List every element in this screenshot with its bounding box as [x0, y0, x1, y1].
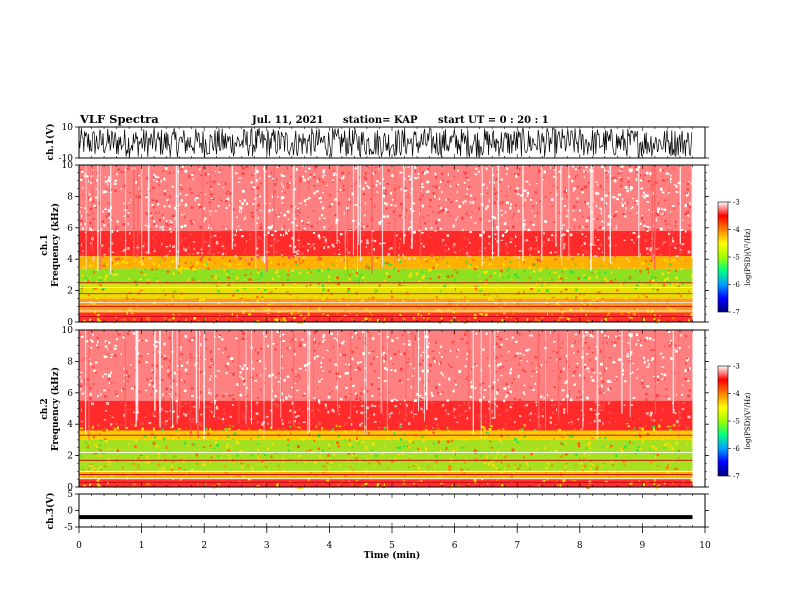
ch3-waveform-ytick-1: 0 [67, 507, 73, 517]
figure-title: VLF Spectra [79, 112, 159, 126]
x-tick-8: 8 [577, 541, 583, 551]
colorbar-1 [717, 201, 729, 313]
x-tick-4: 4 [327, 541, 333, 551]
x-tick-10: 10 [699, 541, 711, 551]
colorbar-1-tick-4: -7 [733, 309, 740, 317]
ch1-spectrogram-band-2 [79, 284, 693, 299]
figure-start-time: start UT = 0 : 20 : 1 [438, 115, 549, 126]
ch2-spectrogram-band-1 [79, 471, 693, 480]
ch1-spectrogram-ytick-2: 4 [67, 255, 73, 265]
x-tick-2: 2 [201, 541, 207, 551]
x-tick-3: 3 [264, 541, 270, 551]
ch2-spectrogram-ytick-3: 6 [67, 389, 73, 399]
ch1-spectrogram-ytick-5: 10 [62, 161, 74, 171]
x-tick-9: 9 [640, 541, 646, 551]
ch1-waveform-trace [78, 127, 693, 158]
x-tick-7: 7 [514, 541, 520, 551]
ch2-spectrogram-ytick-1: 2 [67, 452, 73, 462]
figure-date: Jul. 11, 2021 [251, 115, 323, 126]
ch2-spectrogram-image [79, 330, 705, 490]
ch2-spectrogram-ytick-2: 4 [67, 420, 73, 430]
colorbar-2-tick-1: -4 [733, 390, 740, 398]
ch1-spectrogram-ytick-4: 8 [67, 192, 73, 202]
ch3-waveform-trace [79, 515, 693, 520]
ch1-spectrogram-band-0 [79, 312, 693, 322]
ch1-waveform-ytick-1: -10 [59, 154, 74, 164]
x-tick-0: 0 [76, 541, 82, 551]
colorbar-2-tick-0: -3 [733, 363, 740, 371]
ch2-spectrogram-band-2 [79, 439, 693, 472]
x-tick-1: 1 [139, 541, 145, 551]
ch3-waveform-ytick-2: -5 [64, 523, 73, 533]
ch1-spectrogram-ytick-1: 2 [67, 287, 73, 297]
x-tick-5: 5 [389, 541, 395, 551]
colorbar-1-tick-3: -6 [733, 281, 740, 289]
ch1-spectrogram-ytick-3: 6 [67, 224, 73, 234]
ch1-spectrogram-ytick-0: 0 [67, 318, 73, 328]
x-tick-6: 6 [452, 541, 458, 551]
x-axis-label: Time (min) [364, 550, 421, 561]
ch2-spectrogram-ylabel: ch.2 Frequency (kHz) [40, 367, 61, 451]
ch1-waveform-ytick-0: 10 [62, 123, 74, 133]
ch2-spectrogram-band-0 [79, 479, 693, 487]
ch2-spectrogram-ytick-4: 8 [67, 357, 73, 367]
colorbar-1-label: log(PSD)(V²/Hz) [744, 228, 752, 285]
ch1-spectrogram-band-3 [79, 268, 693, 285]
panel-frame-3 [78, 493, 706, 528]
ch2-spectrogram-ytick-5: 10 [62, 326, 74, 336]
colorbar-2-label: log(PSD)(V²/Hz) [744, 392, 752, 449]
figure-station: station= KAP [343, 115, 418, 126]
colorbar-1-tick-0: -3 [733, 199, 740, 207]
colorbar-1-tick-1: -4 [733, 226, 740, 234]
ch1-waveform-ylabel: ch.1(V) [45, 124, 56, 161]
colorbars: -3 -4 -5 -6 -7 log(PSD)(V²/Hz) -3 -4 -5 -6 -7 log(P… [717, 199, 752, 481]
ch3-waveform-ylabel: ch.3(V) [45, 493, 56, 530]
colorbar-2 [717, 365, 729, 477]
ch1-spectrogram-image [79, 165, 705, 325]
ch3-waveform-ytick-0: 5 [67, 490, 73, 500]
ch1-spectrogram-ylabel: ch.1 Frequency (kHz) [40, 203, 61, 287]
colorbar-2-tick-4: -7 [733, 473, 740, 481]
colorbar-2-tick-3: -6 [733, 445, 740, 453]
colorbar-2-tick-2: -5 [733, 418, 740, 426]
colorbar-1-tick-2: -5 [733, 254, 740, 262]
ch2-spectrogram-ytick-0: 0 [67, 483, 73, 493]
